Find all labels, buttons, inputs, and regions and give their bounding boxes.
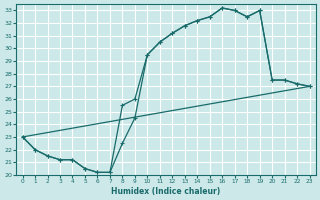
X-axis label: Humidex (Indice chaleur): Humidex (Indice chaleur)	[111, 187, 221, 196]
